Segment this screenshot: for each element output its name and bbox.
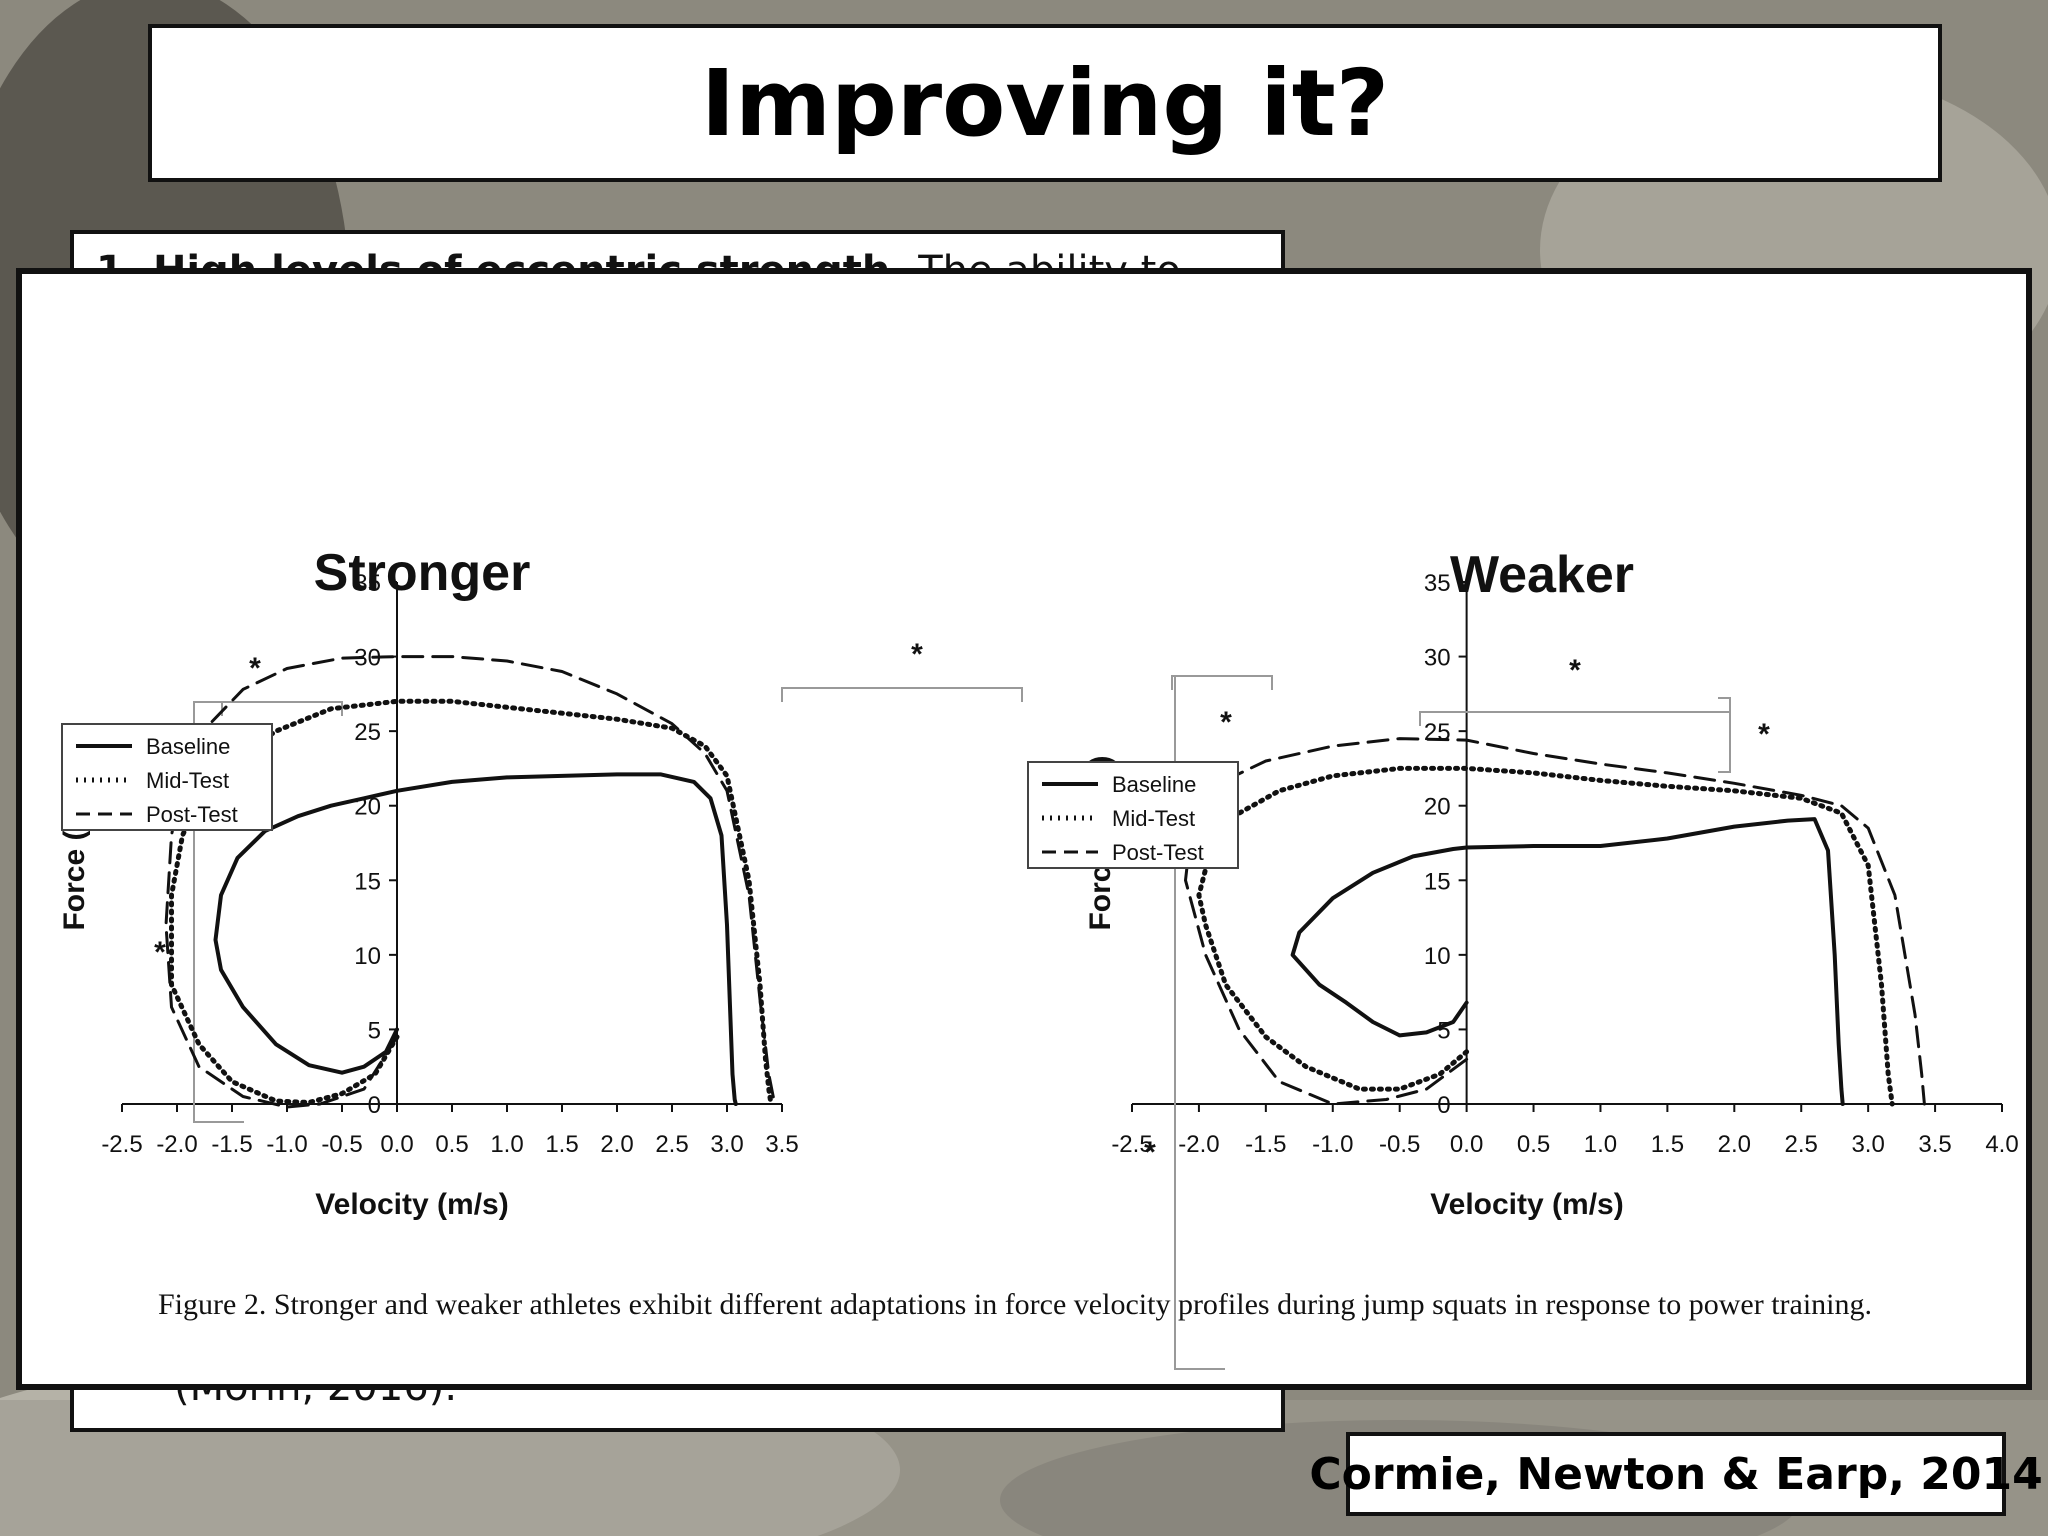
x-tick-label: -1.0 [1312, 1131, 1353, 1158]
x-tick-label: -2.5 [101, 1131, 142, 1158]
x-tick-label: 1.5 [545, 1131, 578, 1158]
significance-star: * [154, 936, 166, 969]
chart-1: Weaker -2.5 -2.0 -1.5 -1.0 -0.5 0.0 0.5 1.0 1.5 2.… [1027, 546, 2019, 1370]
x-tick-label: 3.0 [710, 1131, 743, 1158]
x-tick-label: 1.0 [490, 1131, 523, 1158]
credit-text: Cormie, Newton & Earp, 2014 [1309, 1448, 2043, 1500]
significance-star: * [911, 638, 923, 671]
y-tick-label: 5 [1437, 1017, 1450, 1044]
legend-label: Mid-Test [1112, 806, 1195, 831]
x-tick-label: 2.5 [1785, 1131, 1818, 1158]
chart-title: Weaker [1450, 546, 1634, 604]
series-line-post-test [1184, 737, 1926, 1106]
x-tick-label: 1.0 [1584, 1131, 1617, 1158]
y-tick-label: 15 [354, 868, 381, 895]
x-tick-label: 1.5 [1651, 1131, 1684, 1158]
significance-bracket [781, 687, 1023, 702]
significance-bracket [193, 701, 244, 1123]
significance-star: * [249, 652, 261, 685]
y-tick-label: 5 [368, 1017, 381, 1044]
x-tick-label: 0.0 [1450, 1131, 1483, 1158]
series-line-baseline [213, 772, 738, 1106]
significance-bracket [221, 701, 343, 716]
y-tick-label: 10 [1424, 943, 1451, 970]
series-line-mid-test [169, 698, 774, 1107]
chart-title: Stronger [314, 544, 531, 602]
y-tick-label: 35 [354, 570, 381, 597]
x-tick-label: 4.0 [1985, 1131, 2018, 1158]
y-tick-label: 25 [354, 719, 381, 746]
legend-label: Baseline [1112, 772, 1196, 797]
x-tick-label: -0.5 [321, 1131, 362, 1158]
x-tick-label: 3.5 [765, 1131, 798, 1158]
x-tick-label: 0.0 [380, 1131, 413, 1158]
x-tick-label: -2.5 [1111, 1131, 1152, 1158]
y-tick-label: 0 [1437, 1092, 1450, 1119]
significance-bracket [1718, 697, 1731, 773]
title-box: Improving it? [148, 24, 1942, 182]
x-tick-label: 2.0 [600, 1131, 633, 1158]
x-tick-label: 3.5 [1918, 1131, 1951, 1158]
y-tick-label: 25 [1424, 719, 1451, 746]
significance-star: * [1569, 654, 1581, 687]
y-tick-label: 15 [1424, 868, 1451, 895]
x-tick-label: -1.0 [266, 1131, 307, 1158]
significance-star: * [1220, 706, 1232, 739]
x-tick-label: -0.5 [1379, 1131, 1420, 1158]
x-tick-label: 3.0 [1851, 1131, 1884, 1158]
significance-star: * [1758, 718, 1770, 751]
legend-label: Post-Test [1112, 840, 1204, 865]
x-tick-label: -2.0 [1178, 1131, 1219, 1158]
series-line-mid-test [1196, 765, 1895, 1107]
legend-label: Mid-Test [146, 768, 229, 793]
x-tick-label: 2.5 [655, 1131, 688, 1158]
series-line-baseline [1290, 817, 1845, 1106]
figure-caption: Figure 2. Stronger and weaker athletes e… [158, 1288, 1872, 1321]
chart-legend [61, 723, 273, 831]
y-tick-label: 20 [1424, 794, 1451, 821]
y-tick-label: 0 [368, 1092, 381, 1119]
significance-star: * [1144, 1136, 1156, 1169]
significance-bracket [1171, 675, 1273, 690]
slide-title: Improving it? [700, 49, 1390, 157]
x-axis-label: Velocity (m/s) [1430, 1188, 1623, 1221]
legend-label: Baseline [146, 734, 230, 759]
y-tick-label: 30 [1424, 645, 1451, 672]
figure-svg: Stronger -2.5 -2.0 -1.5 -1.0 -0.5 0.0 0.5 1.0 1.5… [58, 544, 2019, 1370]
x-tick-label: -1.5 [1245, 1131, 1286, 1158]
y-tick-label: 35 [1424, 570, 1451, 597]
x-tick-label: 2.0 [1718, 1131, 1751, 1158]
credit-box: Cormie, Newton & Earp, 2014 [1309, 1432, 2043, 1516]
series-line-post-test [164, 655, 777, 1109]
chart-0: Stronger -2.5 -2.0 -1.5 -1.0 -0.5 0.0 0.5 1.0 1.5… [58, 544, 1023, 1221]
x-tick-label: -1.5 [211, 1131, 252, 1158]
x-tick-label: 0.5 [435, 1131, 468, 1158]
x-tick-label: 0.5 [1517, 1131, 1550, 1158]
figure-panel: Stronger -2.5 -2.0 -1.5 -1.0 -0.5 0.0 0.5 1.0 1.5… [16, 268, 2032, 1390]
x-axis-label: Velocity (m/s) [315, 1188, 508, 1221]
x-tick-label: -2.0 [156, 1131, 197, 1158]
legend-label: Post-Test [146, 802, 238, 827]
y-tick-label: 10 [354, 943, 381, 970]
significance-bracket [1174, 675, 1225, 1370]
chart-legend [1027, 761, 1239, 869]
